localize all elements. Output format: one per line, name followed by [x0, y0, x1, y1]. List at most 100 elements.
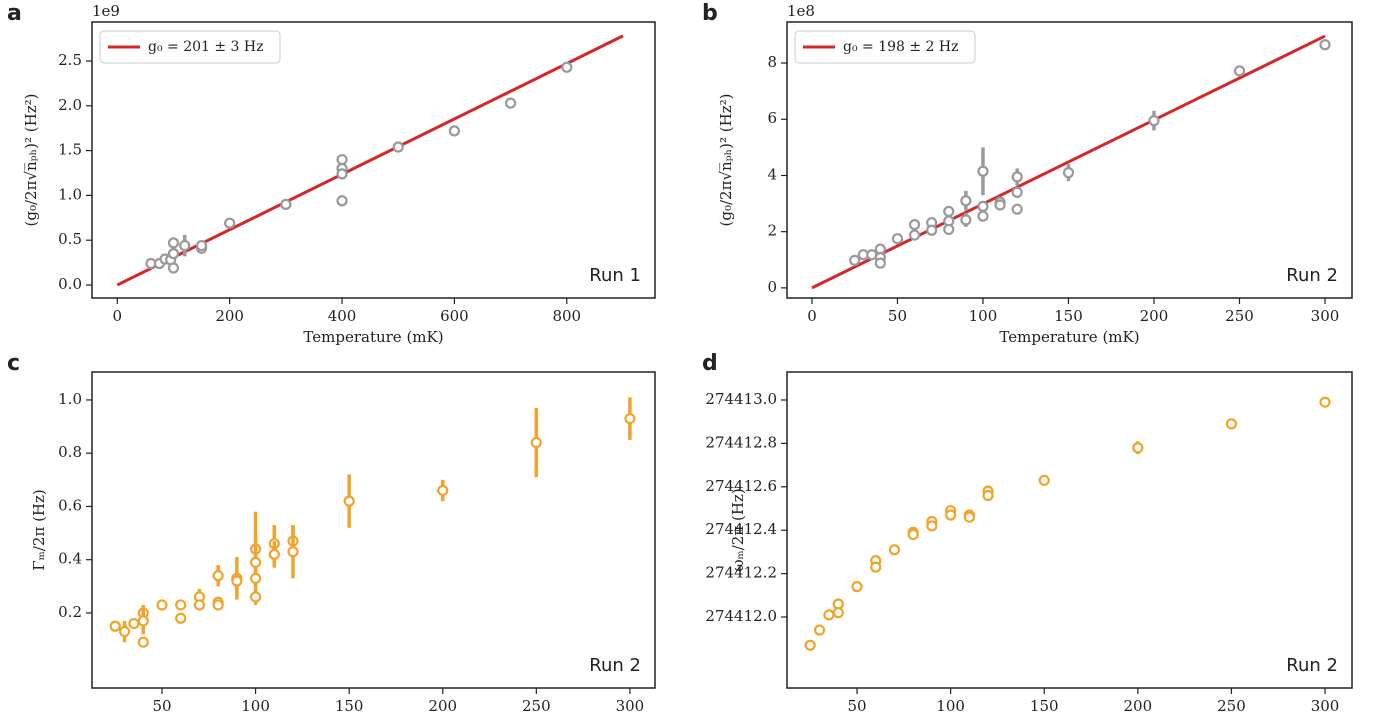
data-point [336, 195, 348, 207]
legend-box [99, 30, 281, 64]
data-point [167, 248, 180, 260]
fit-line [116, 34, 624, 287]
data-point [212, 570, 224, 582]
run-annotation: Run 2 [1286, 655, 1338, 676]
data-point [963, 511, 975, 523]
x-tick-label: 150 [335, 697, 364, 715]
y-tick-label: 8 [767, 53, 777, 71]
y-tick-label: 274412.8 [705, 433, 777, 451]
y-tick-label: 274412.4 [705, 520, 777, 538]
y-tick-label: 1.5 [58, 141, 82, 159]
y-tick-label: 2 [767, 222, 777, 240]
data-point [193, 599, 206, 611]
data-point [849, 254, 861, 266]
y-tick-label: 274413.0 [705, 390, 777, 408]
y-tick-label: 0.0 [58, 275, 82, 293]
y-tick-label: 274412.0 [705, 607, 777, 625]
legend-label: g₀ = 201 ± 3 Hz [148, 39, 264, 55]
data-point [128, 617, 140, 630]
run-annotation: Run 1 [589, 265, 641, 286]
x-tick-label: 250 [1217, 697, 1246, 715]
data-point [287, 546, 299, 558]
data-point [1233, 65, 1246, 77]
data-point [392, 141, 404, 153]
data-point [268, 548, 280, 560]
data-point [249, 556, 262, 568]
y-tick-label: 0.4 [58, 550, 82, 568]
data-point [561, 61, 573, 73]
data-point [109, 620, 121, 632]
x-tick-label: 200 [1124, 697, 1153, 715]
x-tick-label: 300 [1311, 697, 1340, 715]
data-point [530, 436, 542, 449]
data-point [907, 528, 919, 541]
data-point [437, 484, 449, 497]
data-point [167, 262, 180, 274]
data-point [249, 572, 262, 584]
offset-label: 1e9 [92, 2, 120, 20]
data-point [1225, 418, 1238, 430]
data-point [336, 168, 348, 180]
panel-label: c [7, 351, 20, 376]
x-tick-label: 200 [428, 697, 457, 715]
y-tick-label: 2.5 [58, 51, 82, 69]
plot-frame [786, 21, 1353, 299]
y-axis-label: (g₀/2π√n̅ₚₕ)² (Hz²) [717, 94, 735, 227]
data-point [1132, 442, 1144, 454]
offset-label: 1e8 [787, 2, 815, 20]
fit-line [811, 34, 1326, 290]
data-point [832, 607, 844, 619]
data-point [1038, 474, 1050, 486]
data-point [343, 495, 355, 507]
data-point [874, 257, 886, 269]
y-axis-label: (g₀/2π√n̅ₚₕ)² (Hz²) [22, 94, 40, 227]
data-point [249, 591, 262, 603]
data-point [1011, 203, 1023, 215]
y-tick-label: 1.0 [58, 390, 82, 408]
x-tick-label: 200 [215, 307, 244, 325]
data-point [504, 97, 517, 109]
data-point [137, 636, 149, 648]
x-tick-label: 50 [152, 697, 171, 715]
data-point [888, 544, 901, 556]
y-tick-label: 0.6 [58, 496, 82, 514]
run-annotation: Run 2 [1286, 265, 1338, 286]
x-tick-label: 0 [113, 307, 123, 325]
data-point [118, 625, 131, 638]
plot-frame [786, 371, 1353, 689]
data-point [891, 233, 904, 245]
y-tick-label: 0.2 [58, 603, 82, 621]
y-tick-label: 0.8 [58, 443, 82, 461]
y-axis-label: Γₘ/2π (Hz) [30, 489, 48, 571]
y-tick-label: 274412.6 [705, 477, 777, 495]
x-tick-label: 100 [936, 697, 965, 715]
legend-label: g₀ = 198 ± 2 Hz [843, 39, 959, 55]
data-point [156, 599, 168, 611]
data-point [870, 561, 882, 573]
x-tick-label: 200 [1140, 307, 1169, 325]
data-point [945, 509, 957, 521]
x-tick-label: 600 [440, 307, 469, 325]
data-point [195, 239, 208, 252]
x-tick-label: 50 [888, 307, 907, 325]
data-point [813, 624, 826, 636]
run-annotation: Run 2 [589, 655, 641, 676]
data-point [960, 195, 972, 207]
data-point [1062, 167, 1075, 179]
data-point [1011, 171, 1023, 183]
x-tick-label: 400 [328, 307, 357, 325]
data-point [212, 599, 224, 611]
data-point [175, 599, 187, 611]
x-tick-label: 300 [616, 697, 645, 715]
plot-frame [91, 21, 656, 299]
x-tick-label: 300 [1311, 307, 1340, 325]
data-point [179, 239, 191, 252]
x-axis-label: Temperature (mK) [999, 328, 1139, 346]
x-tick-label: 100 [241, 697, 270, 715]
data-point [175, 612, 187, 624]
x-tick-label: 0 [807, 307, 817, 325]
data-point [908, 229, 921, 241]
data-point [926, 224, 938, 236]
data-point [804, 639, 816, 651]
